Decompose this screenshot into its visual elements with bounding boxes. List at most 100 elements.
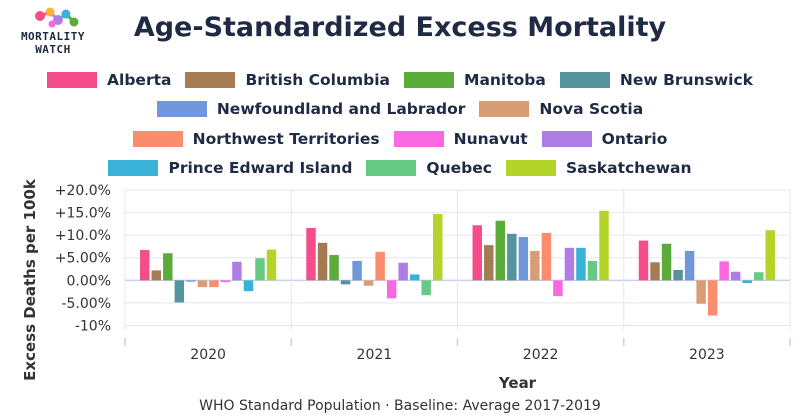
bar (638, 240, 649, 281)
legend-item[interactable]: Newfoundland and Labrador (156, 100, 466, 118)
legend-label: Saskatchewan (565, 159, 692, 177)
legend-label: Nova Scotia (539, 100, 644, 118)
legend-label: Nunavut (453, 130, 528, 148)
bar (707, 280, 718, 316)
bar (587, 260, 598, 281)
bar (673, 269, 683, 281)
bar (352, 260, 362, 281)
bar (266, 249, 277, 281)
logo-text: MORTALITY WATCH (8, 30, 98, 56)
chart-caption: WHO Standard Population · Baseline: Aver… (199, 398, 601, 414)
legend-item[interactable]: Northwest Territories (132, 130, 380, 148)
legend-label: New Brunswick (619, 71, 753, 89)
bar (255, 258, 265, 281)
y-tick-label: -10% (75, 318, 111, 334)
chart-title: Age-Standardized Excess Mortality (133, 12, 667, 43)
legend-item[interactable]: Nova Scotia (479, 100, 643, 118)
bar (564, 247, 575, 281)
bar (386, 280, 397, 299)
bar (599, 210, 609, 281)
legend-item[interactable]: Ontario (541, 130, 668, 148)
y-tick-label: +5.00% (55, 251, 111, 267)
logo-line-2: WATCH (35, 43, 71, 56)
legend-item[interactable]: Prince Edward Island (108, 159, 352, 177)
y-tick-label: +10.0% (55, 228, 111, 244)
mortality-watch-logo (35, 7, 79, 28)
bar (163, 253, 173, 281)
legend-swatch (404, 72, 455, 88)
legend-item[interactable]: Saskatchewan (505, 159, 692, 177)
bar (409, 274, 420, 281)
bar (340, 280, 351, 285)
legend-item[interactable]: British Columbia (185, 71, 390, 89)
bar (243, 280, 254, 292)
legend-swatch (393, 131, 444, 147)
bar (541, 232, 552, 281)
bar (433, 213, 443, 281)
legend-row: Prince Edward Island Quebec Saskatchewan (0, 159, 800, 177)
x-tick-label: 2022 (523, 347, 559, 363)
bar (530, 250, 540, 281)
x-axis-title: Year (498, 374, 537, 392)
bar (754, 272, 764, 281)
bar (398, 262, 408, 281)
bar (317, 242, 328, 281)
x-tick-label: 2021 (357, 347, 393, 363)
bar (197, 280, 208, 288)
bar (140, 250, 150, 281)
bar (765, 230, 775, 281)
bar (186, 280, 196, 282)
bar (495, 220, 506, 281)
bar (220, 280, 231, 283)
legend-label: British Columbia (245, 71, 391, 89)
y-tick-label: 0.00% (67, 273, 111, 289)
logo-line-1: MORTALITY (20, 30, 86, 43)
logo-molecule-icon (35, 7, 79, 28)
legend-label: Quebec (426, 159, 492, 177)
legend-item[interactable]: Nunavut (393, 130, 528, 148)
x-tick-label: 2023 (689, 347, 725, 363)
legend-item[interactable]: Alberta (47, 71, 171, 89)
y-tick-label: +20.0% (55, 183, 111, 199)
bar (209, 280, 219, 288)
bar (742, 280, 752, 284)
bar (232, 261, 242, 281)
legend-swatch (47, 72, 98, 88)
bar (553, 280, 563, 297)
bar (576, 247, 586, 281)
bar (684, 250, 695, 281)
legend-item[interactable]: New Brunswick (559, 71, 753, 89)
bar (174, 280, 185, 303)
legend-label: Northwest Territories (192, 130, 380, 148)
legend-swatch (559, 72, 610, 88)
bar (151, 270, 162, 281)
y-tick-label: -5.00% (61, 296, 111, 312)
bar (518, 236, 529, 281)
bar (472, 225, 482, 281)
legend-label: Ontario (601, 130, 668, 148)
bar (730, 271, 741, 281)
legend-swatch (185, 72, 236, 88)
legend-swatch (479, 101, 530, 117)
legend-label: Manitoba (464, 71, 546, 89)
legend-swatch (505, 160, 556, 176)
legend-swatch (156, 101, 207, 117)
legend-swatch (132, 131, 183, 147)
bar (329, 255, 339, 281)
x-tick-label: 2020 (190, 347, 226, 363)
legend-label: Prince Edward Island (168, 159, 353, 177)
bar (375, 251, 385, 281)
bar (306, 227, 316, 281)
legend-label: Alberta (107, 71, 172, 89)
bar (661, 243, 672, 281)
legend-swatch (108, 160, 159, 176)
bar (421, 280, 431, 296)
legend-item[interactable]: Manitoba (404, 71, 546, 89)
bar (650, 262, 660, 281)
y-tick-label: +15.0% (55, 206, 111, 222)
legend-row: Alberta British Columbia Manitoba New Bruns… (0, 71, 800, 89)
legend-label: Newfoundland and Labrador (216, 100, 466, 118)
legend-item[interactable]: Quebec (366, 159, 492, 177)
legend-row: Northwest Territories Nunavut Ontario (0, 130, 800, 148)
